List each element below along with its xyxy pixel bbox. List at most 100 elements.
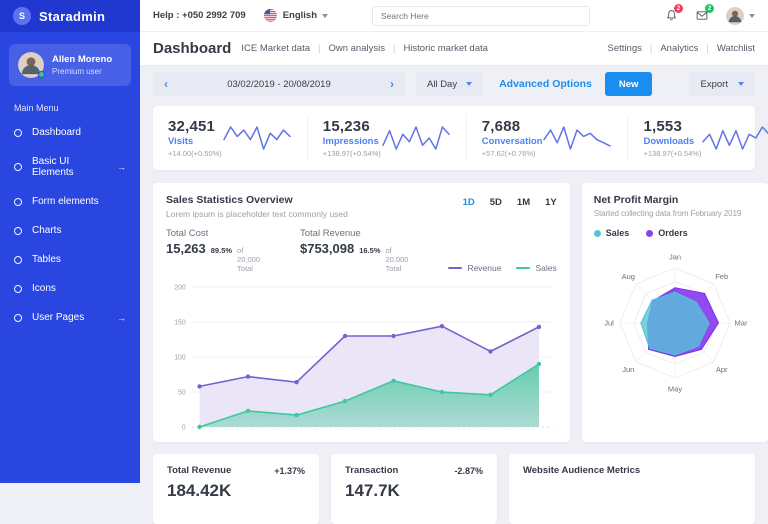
delta-badge: -2.87% <box>454 465 483 476</box>
separator: | <box>649 43 653 54</box>
sidebar-item-charts[interactable]: Charts <box>0 216 140 245</box>
menu-bullet-icon <box>14 163 22 171</box>
kpi-stats-card: 32,451 Visits +14.00(+0.50%) 15,236 Impr… <box>153 106 768 170</box>
legend-sales[interactable]: Sales <box>593 228 630 238</box>
metric-value: $753,098 <box>299 241 355 256</box>
dashboard-content: ‹ 03/02/2019 - 20/08/2019 › All Day Adva… <box>140 66 768 524</box>
stat-label: Conversation <box>481 136 543 147</box>
stat-value: 7,688 <box>481 118 521 135</box>
sidebar-item-basic-ui-elements[interactable]: Basic UI Elements → <box>0 147 140 187</box>
sidebar-item-form-elements[interactable]: Form elements <box>0 187 140 216</box>
card-title: Website Audience Metrics <box>522 465 641 476</box>
sidebar-item-label: Dashboard <box>32 127 81 138</box>
message-badge: 2 <box>705 4 714 13</box>
metric-percent: 89.5% <box>210 246 233 255</box>
svg-text:Aug: Aug <box>621 272 634 281</box>
sidebar-item-label: User Pages <box>32 312 85 323</box>
logo-icon: S <box>13 7 31 25</box>
account-menu[interactable] <box>726 6 755 25</box>
filters-toolbar: ‹ 03/02/2019 - 20/08/2019 › All Day Adva… <box>153 72 755 96</box>
tab-5d[interactable]: 5D <box>489 197 502 208</box>
orders-legend-dot <box>646 229 654 237</box>
svg-text:Apr: Apr <box>716 365 728 374</box>
language-selector[interactable]: English <box>282 10 318 21</box>
main-area: Help : +050 2992 709 English 2 2 D <box>140 0 768 524</box>
svg-text:Feb: Feb <box>715 272 728 281</box>
visits-sparkline <box>223 126 291 150</box>
new-button[interactable]: New <box>604 72 653 96</box>
page-title: Dashboard <box>153 40 232 57</box>
sidebar-item-icons[interactable]: Icons <box>0 274 140 303</box>
sales-legend-dot <box>593 229 601 237</box>
metric-percent: 16.5% <box>359 246 381 255</box>
menu-bullet-icon <box>14 128 22 137</box>
profile-role: Premium user <box>52 67 102 77</box>
legend-revenue[interactable]: Revenue <box>448 263 501 273</box>
downloads-sparkline <box>702 126 768 150</box>
sidebar-item-dashboard[interactable]: Dashboard <box>0 118 140 147</box>
legend-label: Sales <box>535 263 557 273</box>
legend-orders[interactable]: Orders <box>646 228 688 238</box>
link-watchlist[interactable]: Watchlist <box>716 43 755 54</box>
sidebar-item-tables[interactable]: Tables <box>0 245 140 274</box>
stat-delta: +57.62(+0.76%) <box>481 149 536 158</box>
tab-1m[interactable]: 1M <box>516 197 531 208</box>
separator: | <box>706 43 709 54</box>
stat-value: 15,236 <box>322 118 370 135</box>
card-title: Total Revenue <box>167 465 232 476</box>
tab-1d[interactable]: 1D <box>462 197 475 208</box>
logo[interactable]: S Staradmin <box>0 0 140 32</box>
metric-label: Total Revenue <box>299 228 361 239</box>
sidebar: S Staradmin Allen Moreno Premium user Ma… <box>0 0 140 483</box>
date-range-picker[interactable]: ‹ 03/02/2019 - 20/08/2019 › <box>153 72 405 96</box>
net-profit-margin-card: Net Profit Margin Started collecting dat… <box>581 183 768 442</box>
chevron-down-icon <box>738 82 744 86</box>
sales-line-chart: 200 150 100 50 0 <box>174 284 553 432</box>
date-range-value: 03/02/2019 - 20/08/2019 <box>227 78 331 90</box>
tab-1y[interactable]: 1Y <box>545 197 557 208</box>
radar-chart: Jan Feb Mar Apr May Jun Jul Aug <box>604 253 748 394</box>
radar-chart-legend: Sales Orders <box>593 228 756 238</box>
sidebar-item-label: Charts <box>32 225 62 236</box>
notifications-button[interactable]: 2 <box>665 4 683 22</box>
link-ice-market-data[interactable]: ICE Market data <box>241 43 310 54</box>
day-filter-value: All Day <box>427 78 458 90</box>
card-title: Transaction <box>344 465 399 476</box>
menu-section-label: Main Menu <box>14 103 59 113</box>
svg-text:0: 0 <box>182 424 186 431</box>
export-label: Export <box>700 78 728 90</box>
card-title: Sales Statistics Overview <box>166 194 293 206</box>
advanced-options-link[interactable]: Advanced Options <box>499 78 592 90</box>
stat-visits: 32,451 Visits +14.00(+0.50%) <box>153 115 308 161</box>
user-profile-chip[interactable]: Allen Moreno Premium user <box>9 44 131 86</box>
link-own-analysis[interactable]: Own analysis <box>328 43 385 54</box>
stat-delta: +138.97(+0.54%) <box>322 149 381 158</box>
link-analytics[interactable]: Analytics <box>660 43 699 54</box>
messages-button[interactable]: 2 <box>695 4 714 22</box>
export-button[interactable]: Export <box>689 72 755 96</box>
next-date-icon[interactable]: › <box>389 77 394 91</box>
stat-conversation: 7,688 Conversation +57.62(+0.76%) <box>467 115 629 161</box>
sales-chart-legend: Revenue Sales <box>448 263 557 273</box>
link-historic-market-data[interactable]: Historic market data <box>403 43 488 54</box>
link-settings[interactable]: Settings <box>607 43 642 54</box>
chevron-down-icon <box>466 82 473 86</box>
stat-value: 1,553 <box>643 118 683 135</box>
stat-label: Downloads <box>643 136 695 147</box>
sidebar-item-label: Basic UI Elements <box>32 156 74 178</box>
search-input[interactable] <box>372 5 591 26</box>
day-filter-dropdown[interactable]: All Day <box>416 72 484 96</box>
us-flag-icon[interactable] <box>263 9 277 22</box>
total-revenue-card: Total Revenue +1.37% 184.42K <box>153 454 319 524</box>
svg-text:May: May <box>668 385 682 394</box>
sidebar-item-label: Form elements <box>32 196 99 207</box>
separator: | <box>318 43 321 54</box>
total-cost-metric: Total Cost 15,263 89.5% of 20,000 Total <box>166 228 260 273</box>
sidebar-item-label: Tables <box>32 254 61 265</box>
legend-label: Orders <box>658 228 688 238</box>
bell-icon <box>666 10 677 21</box>
prev-date-icon[interactable]: ‹ <box>164 77 168 91</box>
legend-sales[interactable]: Sales <box>516 263 557 273</box>
legend-label: Sales <box>605 228 630 238</box>
sidebar-item-user-pages[interactable]: User Pages → <box>0 303 140 332</box>
